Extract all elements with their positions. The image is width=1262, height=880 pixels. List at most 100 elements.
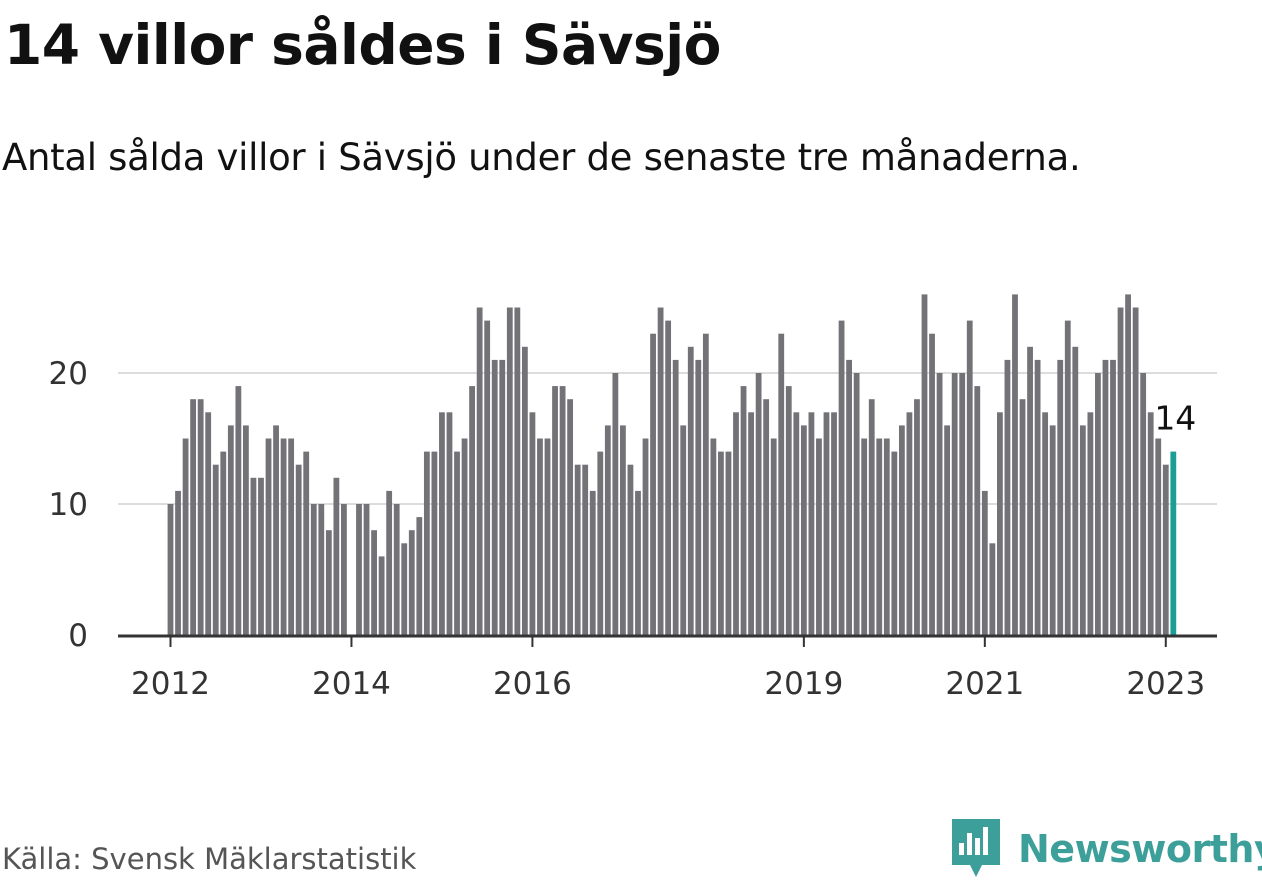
bar bbox=[687, 346, 694, 635]
bar bbox=[589, 490, 596, 635]
bar bbox=[1012, 294, 1018, 635]
bar bbox=[620, 425, 626, 635]
bar bbox=[310, 504, 317, 635]
newsworthy-logo-icon bbox=[952, 819, 1000, 877]
bar bbox=[770, 438, 777, 635]
bar bbox=[981, 490, 988, 635]
bar bbox=[974, 386, 981, 635]
bar bbox=[876, 438, 883, 635]
bar bbox=[491, 359, 498, 635]
bar bbox=[627, 464, 634, 635]
bar bbox=[710, 438, 717, 635]
bar bbox=[898, 425, 905, 635]
bar bbox=[657, 307, 664, 635]
bar bbox=[506, 307, 513, 635]
bar bbox=[1072, 346, 1079, 635]
bar bbox=[484, 320, 491, 635]
bar bbox=[1027, 346, 1033, 635]
bar bbox=[959, 373, 966, 635]
bar bbox=[1140, 373, 1147, 635]
bar bbox=[469, 386, 475, 635]
y-tick-label: 20 bbox=[49, 356, 88, 392]
bar bbox=[891, 451, 898, 635]
bar bbox=[559, 386, 566, 635]
axes bbox=[118, 634, 1217, 647]
bar bbox=[861, 438, 868, 635]
x-tick-label: 2021 bbox=[945, 666, 1024, 702]
x-tick-label: 2014 bbox=[312, 666, 391, 702]
bar bbox=[431, 451, 438, 635]
bar bbox=[401, 543, 408, 635]
bar bbox=[793, 412, 800, 635]
bar bbox=[1147, 412, 1154, 635]
bar bbox=[318, 504, 325, 635]
y-tick-label: 0 bbox=[68, 618, 88, 654]
bar bbox=[665, 320, 672, 635]
bar bbox=[521, 346, 528, 635]
bar bbox=[1155, 438, 1162, 635]
y-tick-label: 10 bbox=[49, 487, 88, 523]
bar bbox=[755, 373, 762, 635]
bar bbox=[906, 412, 913, 635]
bar bbox=[408, 530, 415, 635]
bar bbox=[612, 373, 619, 635]
bar bbox=[763, 399, 770, 635]
bar bbox=[416, 517, 423, 635]
bar bbox=[220, 451, 227, 635]
bar bbox=[499, 359, 506, 635]
x-tick-label: 2012 bbox=[131, 666, 210, 702]
bar bbox=[695, 359, 702, 635]
bar bbox=[288, 438, 295, 635]
bar bbox=[273, 425, 279, 635]
bar-chart: 0 10 20 2012 2014 2016 2019 2021 2023 14 bbox=[49, 294, 1217, 702]
bar bbox=[280, 438, 287, 635]
source-note: Källa: Svensk Mäklarstatistik bbox=[2, 842, 417, 876]
bar bbox=[740, 386, 747, 635]
bar bbox=[175, 490, 181, 635]
bar bbox=[1079, 425, 1086, 635]
bar bbox=[823, 412, 830, 635]
bar bbox=[341, 504, 347, 635]
bar bbox=[838, 320, 845, 635]
x-tick-label: 2023 bbox=[1126, 666, 1205, 702]
bar bbox=[1034, 359, 1041, 635]
bar bbox=[265, 438, 272, 635]
bar bbox=[1125, 294, 1131, 635]
bar bbox=[567, 399, 574, 635]
bar bbox=[778, 333, 785, 635]
bar bbox=[476, 307, 483, 635]
bar bbox=[1057, 359, 1064, 635]
bar bbox=[800, 425, 807, 635]
bar bbox=[650, 333, 656, 635]
bar bbox=[1102, 359, 1109, 635]
bar bbox=[423, 451, 430, 635]
bar bbox=[831, 412, 837, 635]
bar bbox=[1064, 320, 1071, 635]
bar bbox=[582, 464, 589, 635]
bar bbox=[514, 307, 521, 635]
bar bbox=[243, 425, 249, 635]
bar bbox=[846, 359, 852, 635]
chart-title: 14 villor såldes i Sävsjö bbox=[4, 13, 721, 77]
bar bbox=[853, 373, 860, 635]
bar bbox=[544, 438, 551, 635]
bar bbox=[1087, 412, 1094, 635]
bar bbox=[1162, 464, 1169, 635]
bar bbox=[371, 530, 377, 635]
highlight-value-label: 14 bbox=[1154, 399, 1196, 438]
bar bbox=[672, 359, 679, 635]
newsworthy-brand[interactable]: Newsworthy bbox=[952, 818, 1262, 880]
bar bbox=[929, 333, 935, 635]
bar bbox=[167, 504, 174, 635]
bar bbox=[604, 425, 611, 635]
brand-name: Newsworthy bbox=[1018, 827, 1262, 871]
bar bbox=[1117, 307, 1124, 635]
bar bbox=[951, 373, 958, 635]
bar bbox=[748, 412, 754, 635]
bar bbox=[454, 451, 460, 635]
bar bbox=[378, 556, 385, 635]
bar bbox=[446, 412, 453, 635]
labels: 0 10 20 2012 2014 2016 2019 2021 2023 14 bbox=[49, 356, 1206, 702]
bar bbox=[936, 373, 943, 635]
bar bbox=[205, 412, 212, 635]
